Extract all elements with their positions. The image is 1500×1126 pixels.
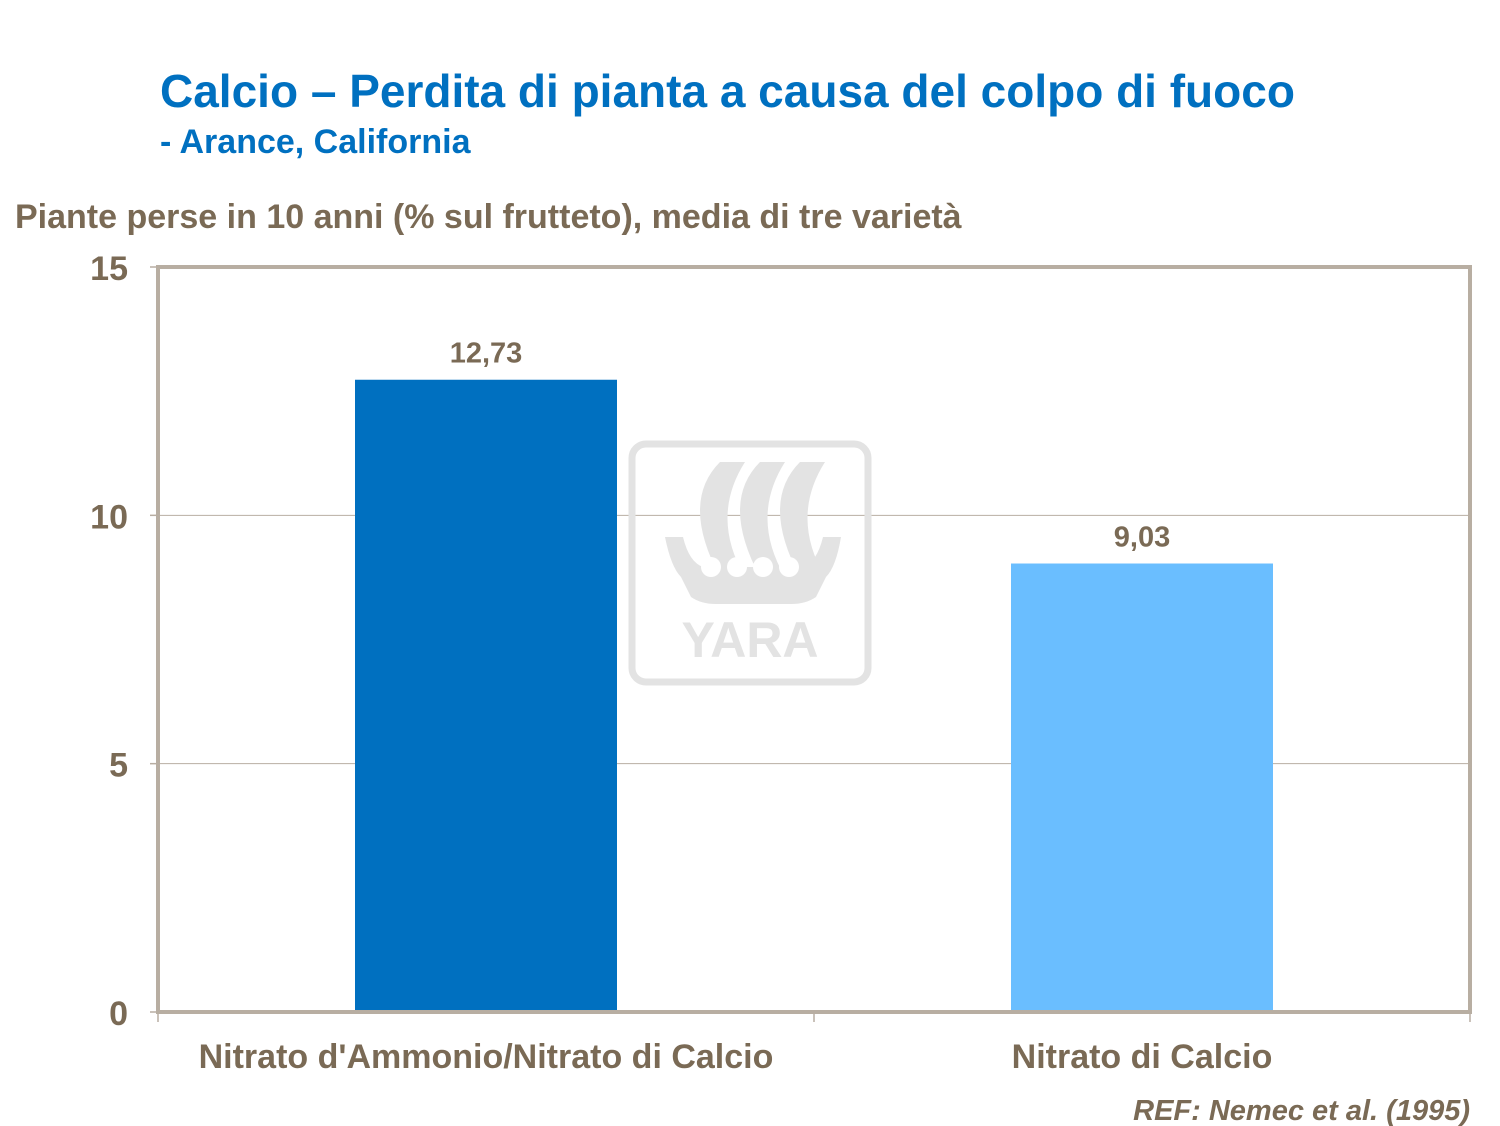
y-tick-label: 10	[90, 498, 128, 536]
data-label: 12,73	[450, 338, 523, 370]
y-tick-label: 0	[109, 995, 128, 1033]
chart-subtitle: - Arance, California	[160, 123, 472, 161]
yara-logo-watermark: YARA	[628, 440, 872, 686]
x-tick-label: Nitrato d'Ammonio/Nitrato di Calcio	[199, 1038, 774, 1076]
bars: 12,73 9,03	[355, 338, 1273, 1012]
y-tick-label: 5	[109, 747, 128, 785]
y-axis-label: Piante perse in 10 anni (% sul frutteto)…	[15, 198, 962, 236]
axes: 0 5 10 15 Nitrato d'Ammonio/Nitrato di Calci…	[90, 250, 1472, 1076]
svg-text:YARA: YARA	[681, 612, 818, 668]
y-tick-label: 15	[90, 250, 128, 288]
bar	[355, 379, 617, 1012]
bar	[1011, 563, 1273, 1012]
chart-title: Calcio – Perdita di pianta a causa del c…	[160, 65, 1295, 117]
reference-note: REF: Nemec et al. (1995)	[1133, 1095, 1470, 1126]
x-tick-label: Nitrato di Calcio	[1012, 1038, 1273, 1076]
data-label: 9,03	[1114, 522, 1170, 554]
